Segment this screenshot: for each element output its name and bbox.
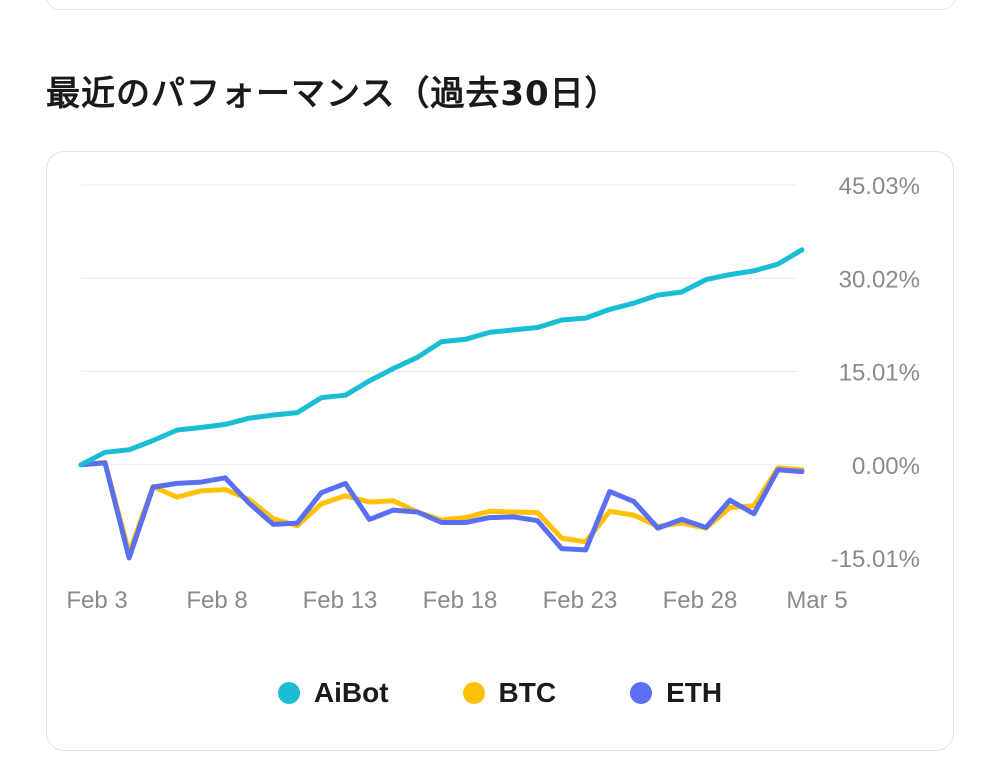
x-tick-label: Feb 23 xyxy=(543,587,618,614)
section-title: 最近のパフォーマンス（過去30日） xyxy=(46,74,620,114)
y-axis-tick-labels: 45.03% 30.02% 15.01% 0.00% -15.01% xyxy=(831,173,920,573)
legend-item-eth[interactable]: ETH xyxy=(630,677,722,709)
y-tick-label: 45.03% xyxy=(839,173,920,200)
y-tick-label: -15.01% xyxy=(831,546,920,573)
performance-line-chart: 45.03%30.02%15.01%0.00%-15.01% Feb 3 Feb … xyxy=(66,173,920,614)
eth-legend-dot xyxy=(630,682,653,704)
legend-label-aibot: AiBot xyxy=(313,677,389,708)
series-line-aibot[interactable] xyxy=(78,247,805,468)
aibot-legend-dot xyxy=(277,682,300,704)
previous-card xyxy=(46,0,956,10)
y-tick-label: 30.02% xyxy=(839,266,920,293)
grid-lines xyxy=(81,184,797,466)
x-axis-tick-labels: Feb 3 Feb 8 Feb 13 Feb 18 Feb 23 Feb 28 Mar 5 xyxy=(66,587,847,614)
x-tick-label: Feb 3 xyxy=(66,587,127,614)
y-tick-label: 0.00% xyxy=(852,453,920,480)
y-tick-label: 15.01% xyxy=(839,360,920,387)
x-tick-label: Mar 5 xyxy=(786,587,847,614)
series-line-btc[interactable] xyxy=(78,459,805,556)
legend-item-btc[interactable]: BTC xyxy=(462,677,557,709)
performance-chart-card: 45.03% 30.02% 15.01% 0.00% -15.01% Feb 3 Feb … xyxy=(46,151,954,751)
x-tick-label: Feb 28 xyxy=(663,587,738,614)
x-tick-label: Feb 8 xyxy=(186,587,247,614)
x-tick-label: Feb 18 xyxy=(423,587,498,614)
btc-legend-dot xyxy=(462,682,485,704)
series-lines xyxy=(78,247,805,561)
legend-label-btc: BTC xyxy=(498,677,557,708)
chart-legend: AiBot BTC ETH xyxy=(47,677,953,709)
legend-label-eth: ETH xyxy=(666,677,723,708)
legend-item-aibot[interactable]: AiBot xyxy=(277,677,389,709)
series-line-eth[interactable] xyxy=(78,460,805,561)
x-tick-label: Feb 13 xyxy=(303,587,378,614)
